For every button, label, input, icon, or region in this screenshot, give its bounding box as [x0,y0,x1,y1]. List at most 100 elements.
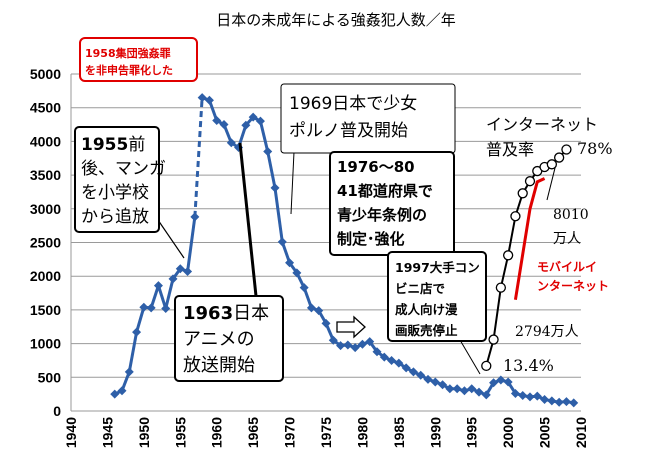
series-1-point [153,281,163,291]
x-tick-label: 1960 [209,417,225,448]
series-1-point [489,378,499,388]
annotation-box-1963 [174,295,284,382]
pointer-1997 [459,339,481,375]
series-1-point [328,335,338,345]
series-1-point [306,303,316,313]
series-1-segment [280,241,291,264]
series-1-point [459,386,469,396]
y-tick-label: 2500 [30,235,61,251]
x-tick-label: 1970 [282,417,298,448]
annotation-1997-line4: 画販売停止 [395,323,458,338]
pct-78-label: 78% [577,139,613,158]
series-1-segment [186,216,197,272]
series-1-segment [164,278,175,309]
series-layer [110,93,579,408]
series-1-point [212,116,222,126]
series-3-line [513,177,546,301]
annotation-1976-line3: 青少年条例の [337,206,427,224]
x-tick-label: 1965 [245,417,261,448]
series-1-point [445,384,455,394]
series-1-point [423,374,433,384]
series-1-point [263,147,273,157]
series-1-point [124,367,134,377]
y-tick-label: 4000 [30,133,61,149]
series-1-segment [149,285,160,309]
series-2-point [517,188,528,199]
series-1-point [430,377,440,387]
annotation-1969-line2: ポルノ普及開始 [289,121,408,141]
x-tick-label: 1975 [318,417,334,448]
series-1-point [379,352,389,362]
y-tick-label: 3000 [30,201,61,217]
series-1-point [292,268,302,278]
series-1-point [416,370,426,380]
chart-title: 日本の未成年による強姦犯人数／年 [216,11,456,29]
x-tick-label: 1995 [464,417,480,448]
internet-label-line1: インターネット [486,115,598,134]
annotation-1955-line4: から追放 [81,207,149,227]
x-tick-label: 1990 [427,417,443,448]
series-1-point [357,339,367,349]
annotation-pointers [157,142,556,375]
series-1-point [270,183,280,193]
mobile-label-line2: ンターネット [537,279,609,293]
series-1-segment [208,99,219,122]
series-1-point [277,237,287,247]
series-1-point [496,375,506,385]
series-1-point [183,266,193,276]
series-1-point [226,138,236,148]
annotation-1976-line2: 41都道府県で [337,182,433,200]
series-1-point [452,384,462,394]
x-tick-label: 1940 [63,417,79,448]
series-1-point [532,391,542,401]
x-tick-label: 2010 [573,417,589,448]
series-1-point [241,120,251,130]
series-1-point [394,358,404,368]
series-1-point [314,306,324,316]
pct-134-label: 13.4% [503,356,554,375]
annotation-box-1958 [79,37,198,82]
annotation-1963-line2: アニメの [183,329,255,350]
x-tick-label: 1955 [172,417,188,448]
series-1-point [285,258,295,268]
series-1-segment [156,285,168,310]
x-tick-label: 1985 [391,417,407,448]
series-1-point [197,93,207,103]
users-8010-line2: 万人 [553,231,581,247]
annotation-1958-line2: を非申告罪化した [85,63,173,77]
y-tick-label: 1500 [30,302,61,318]
internet-label-line2: 普及率 [486,140,534,159]
series-1-point [401,363,411,373]
pointer-1963 [238,142,258,297]
series-2-point [561,144,572,155]
users-8010-line1: 8010 [553,207,589,223]
x-tick-labels: 1940 1945 1950 1955 1960 1965 1970 1975 1980 1985… [63,417,589,448]
series-2-point [553,152,565,163]
series-1-point [336,341,346,351]
series-1-point [350,343,360,353]
series-1-point [175,264,185,274]
series-1-point [547,396,557,406]
x-tick-label: 1950 [136,417,152,448]
annotation-1969-line1: 1969日本で少女 [289,94,417,114]
series-1-point [139,302,149,312]
annotation-1976-line4: 制定･強化 [337,230,405,248]
series-2-point [524,176,536,187]
series-1-point [438,380,448,390]
y-tick-label: 2000 [30,268,61,284]
x-tick-label: 1980 [354,417,370,448]
series-1-point [510,388,520,398]
y-tick-label: 0 [53,403,61,419]
x-tick-label: 2000 [500,417,516,448]
series-1-point [161,304,171,314]
y-tick-label: 3500 [30,167,61,183]
y-tick-label: 5000 [30,66,61,82]
series-1-point [569,398,579,408]
series-1-point [204,95,214,105]
series-1-point [219,120,229,130]
series-2-point [488,334,499,345]
users-2794-label: 2794万人 [515,324,579,340]
y-tick-label: 1000 [30,336,61,352]
series-1-point [540,395,550,405]
series-1-point [321,318,331,328]
